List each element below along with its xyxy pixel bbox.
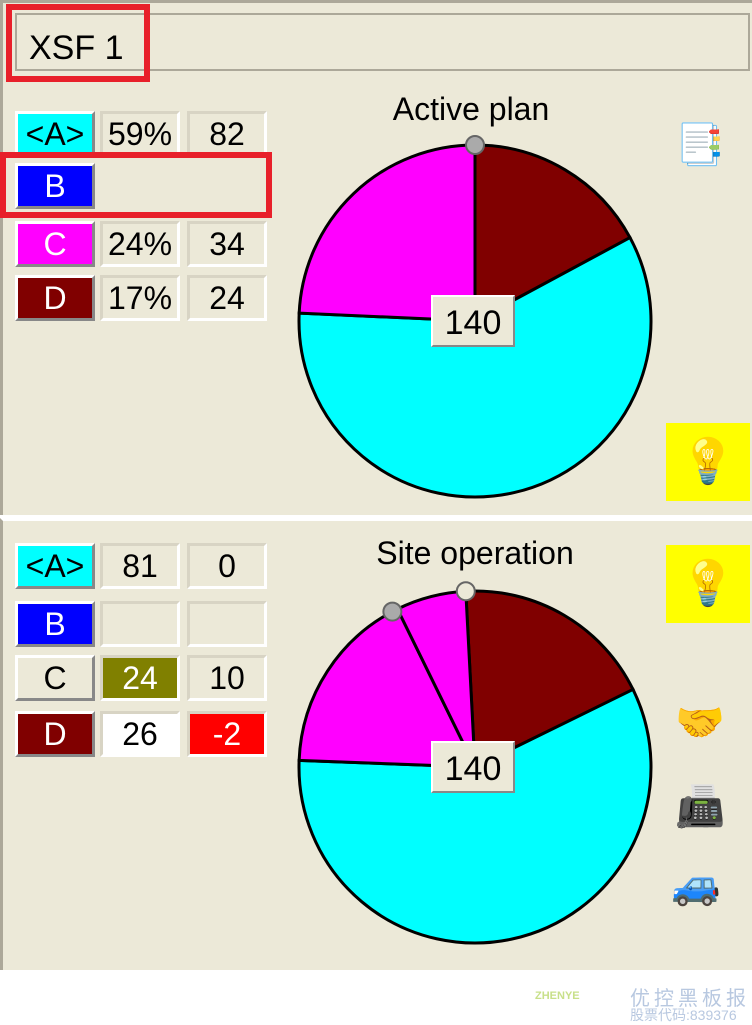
row-value-2 [187,601,267,647]
row-value: 24 [187,275,267,321]
handshake-icon[interactable]: 🤝 [675,701,725,745]
watermark-code: 股票代码:839376 [630,1007,737,1023]
site-operation-pie [297,581,653,945]
row-percent: 24% [100,221,180,267]
title-highlight [6,4,150,82]
pie-slice-A [297,687,653,945]
row-percent: 59% [100,111,180,157]
pie-handle[interactable] [455,581,476,602]
site-operation-title: Site operation [376,535,574,571]
station-title: XSF 1 [15,13,750,71]
pie-handle[interactable] [382,601,403,622]
row-label: D [15,711,95,757]
row-label: D [15,275,95,321]
site-operation-panel: Site operation <A> 81 0 B C 24 10 D 26 -2 140 💡 🤝… [0,518,752,970]
row-value: 82 [187,111,267,157]
active-plan-panel: XSF 1 Active plan <A> 59% 82 B C 24% 34 D 17% 24 … [0,0,752,515]
watermark-logo: ZHENYE [535,990,580,1002]
active-plan-total: 140 [431,295,515,347]
row-value-1 [100,601,180,647]
row-label: C [15,221,95,267]
row-b-highlight [0,152,272,218]
pie-slice-D [464,589,636,770]
row-label: C [15,655,95,701]
row-label: B [15,163,95,209]
pie-slice-C [297,606,478,769]
row-value-1: 81 [100,543,180,589]
row-label: <A> [15,111,95,157]
active-plan-pie [297,135,653,499]
row-label: B [15,601,95,647]
pie-slice-D [473,143,633,324]
row-value-1: 26 [100,711,180,757]
pie-slice-A [297,235,653,499]
documents-icon[interactable]: 📑 [675,123,725,167]
row-value: 34 [187,221,267,267]
row-value-1: 24 [100,655,180,701]
site-operation-total: 140 [431,741,515,793]
car-icon[interactable]: 🚙 [671,863,721,907]
row-percent: 17% [100,275,180,321]
row-label: <A> [15,543,95,589]
row-value-2: 10 [187,655,267,701]
lightbulb-icon[interactable]: 💡 [666,423,750,501]
row-value-2: -2 [187,711,267,757]
active-plan-title: Active plan [392,91,550,127]
watermark-name: 优控黑板报 [630,988,750,1010]
lightbulb-icon[interactable]: 💡 [666,545,750,623]
phone-icon[interactable]: 📠 [675,785,725,829]
row-value-2: 0 [187,543,267,589]
pie-slice-C [297,143,477,323]
pie-handle[interactable] [465,135,485,155]
